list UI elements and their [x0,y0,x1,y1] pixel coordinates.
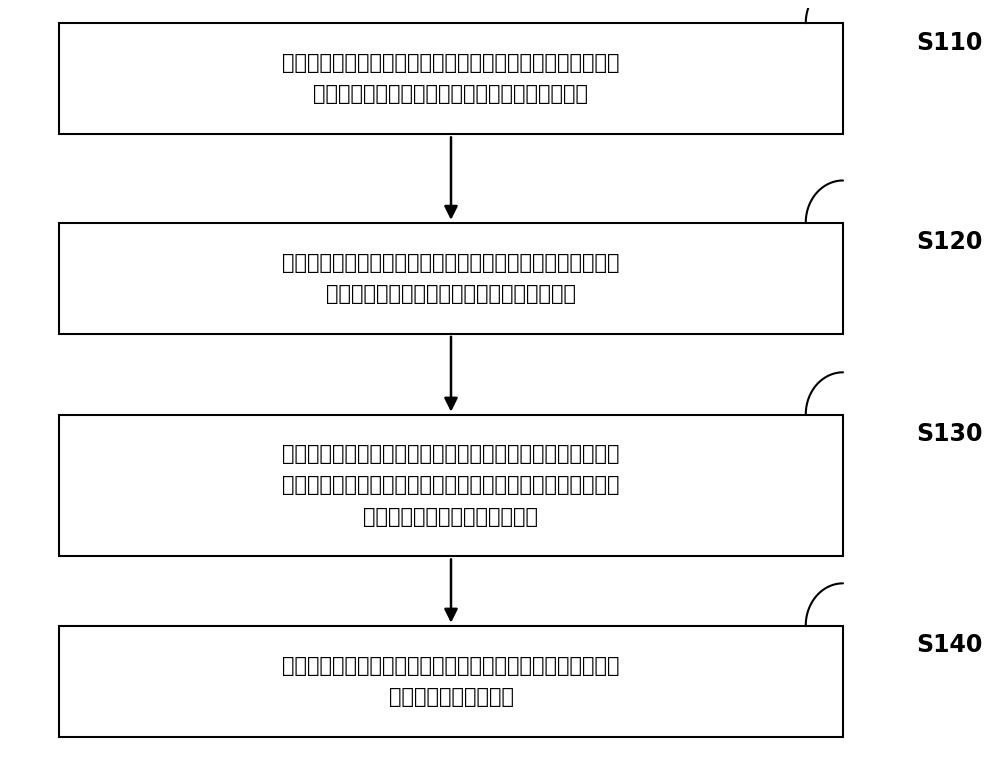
Bar [59,626,843,737]
Bar [59,23,843,135]
Text: S110: S110 [916,31,983,55]
Bar [59,222,843,334]
Text: S120: S120 [916,230,983,254]
Text: S130: S130 [916,422,983,446]
Bar [59,414,843,557]
Text: 对该排列在同一直线上的环形轮廓进行三维建模，得到该管状
物拉直的目标三维模型: 对该排列在同一直线上的环形轮廓进行三维建模，得到该管状 物拉直的目标三维模型 [282,655,620,707]
Text: 通过每一该截取点在该中心线上的法平面对该原始三维模型进
行截取，得到该原始三维模型的多个环形轮廓: 通过每一该截取点在该中心线上的法平面对该原始三维模型进 行截取，得到该原始三维模… [282,253,620,304]
Text: 分别对每一该环形轮廓进行坐标变换，得到排列在同一直线上
的环形轮廓，其中，该排列在同一直线上的环形轮廓法向量保
持一致，且水平轴向量保持一致: 分别对每一该环形轮廓进行坐标变换，得到排列在同一直线上 的环形轮廓，其中，该排列… [282,444,620,527]
Text: S140: S140 [916,633,983,657]
Text: 获取管状物待拉直的原始三维模型，该原始三维模型的沿管道
轴向的中心线包含多个沿该管道轴向排列的截取点: 获取管状物待拉直的原始三维模型，该原始三维模型的沿管道 轴向的中心线包含多个沿该… [282,53,620,104]
